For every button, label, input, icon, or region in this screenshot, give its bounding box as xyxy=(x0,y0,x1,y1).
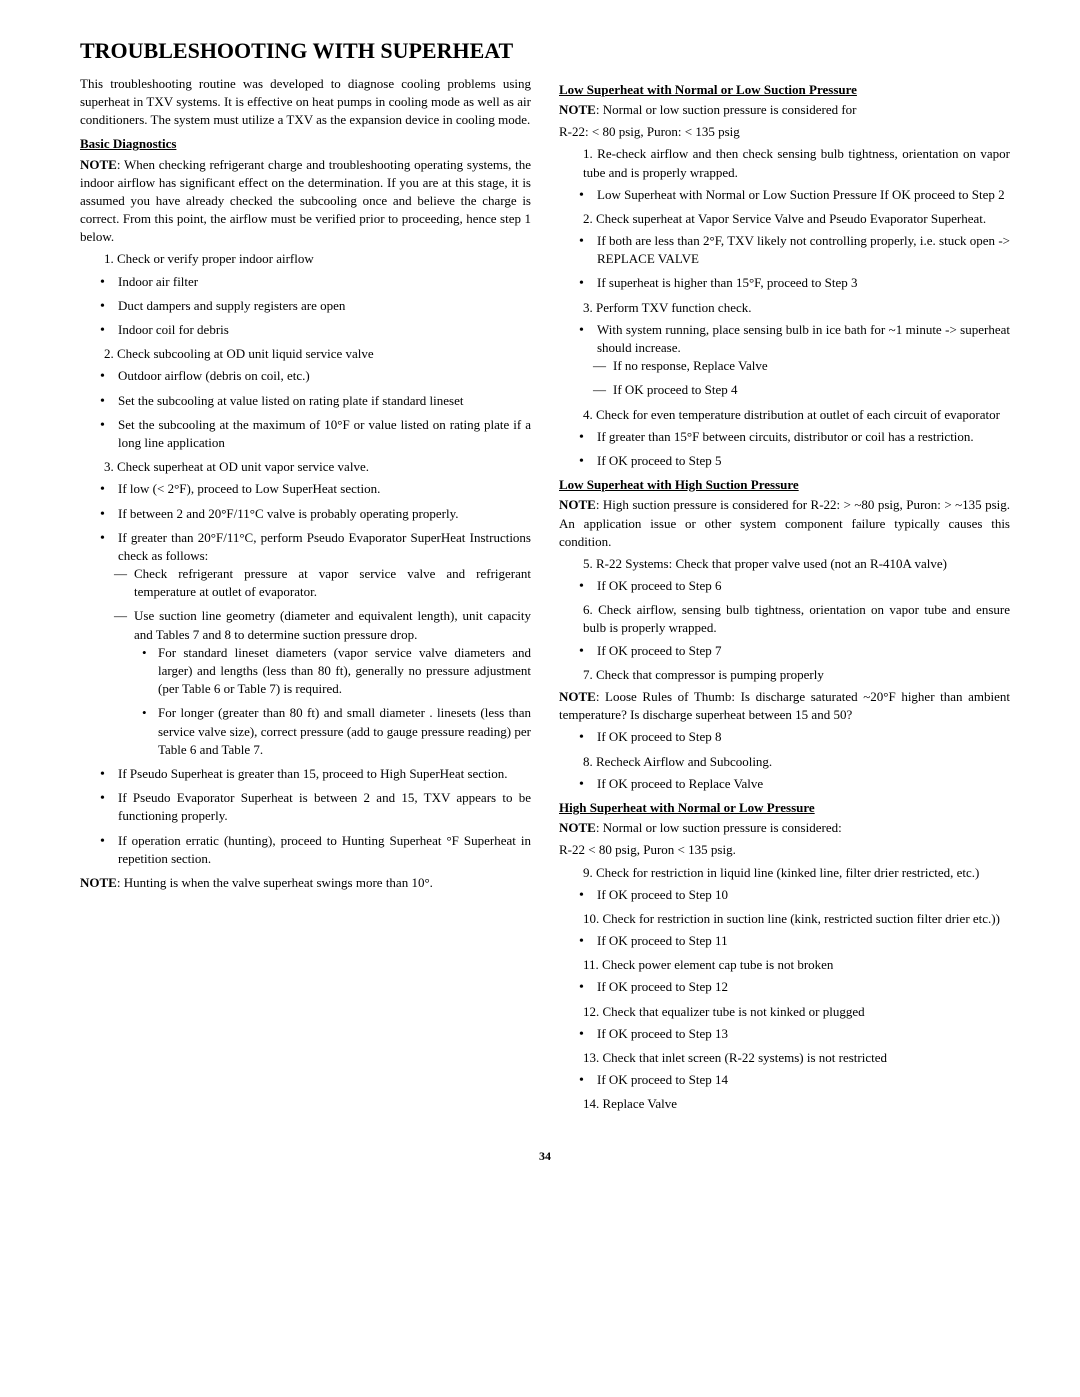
a2-bullet: If both are less than 2°F, TXV likely no… xyxy=(597,232,1010,268)
step-3-bullet: If Pseudo Evaporator Superheat is betwee… xyxy=(118,789,531,825)
basic-diagnostics-head: Basic Diagnostics xyxy=(80,135,531,153)
note-lead: NOTE xyxy=(559,820,596,835)
dash-item: Check refrigerant pressure at vapor serv… xyxy=(134,565,531,601)
a-step-3: 3. Perform TXV function check. xyxy=(583,299,1010,317)
a-step-4: 4. Check for even temperature distributi… xyxy=(583,406,1010,424)
d9-bullet: If OK proceed to Step 10 xyxy=(597,886,1010,904)
note-d2: R-22 < 80 psig, Puron < 135 psig. xyxy=(559,841,1010,859)
b-step-7: 7. Check that compressor is pumping prop… xyxy=(583,666,1010,684)
a2-bullet: If superheat is higher than 15°F, procee… xyxy=(597,274,1010,292)
sub-bullet: For longer (greater than 80 ft) and smal… xyxy=(158,704,531,759)
d-step-14: 14. Replace Valve xyxy=(583,1095,1010,1113)
d12-bullet: If OK proceed to Step 13 xyxy=(597,1025,1010,1043)
note-2: NOTE: Hunting is when the valve superhea… xyxy=(80,874,531,892)
note-body: : When checking refrigerant charge and t… xyxy=(80,157,531,245)
b-step-5: 5. R-22 Systems: Check that proper valve… xyxy=(583,555,1010,573)
right-column: Low Superheat with Normal or Low Suction… xyxy=(559,75,1010,1118)
note-lead: NOTE xyxy=(559,497,596,512)
note-body: : High suction pressure is considered fo… xyxy=(559,497,1010,548)
note-1: NOTE: When checking refrigerant charge a… xyxy=(80,156,531,247)
step-2: 2. Check subcooling at OD unit liquid se… xyxy=(104,345,531,363)
note-a2: R-22: < 80 psig, Puron: < 135 psig xyxy=(559,123,1010,141)
b-step-6: 6. Check airflow, sensing bulb tightness… xyxy=(583,601,1010,637)
step-1-bullet: Indoor coil for debris xyxy=(118,321,531,339)
a-step-1: 1. Re-check airflow and then check sensi… xyxy=(583,145,1010,181)
step-3-bullet: If low (< 2°F), proceed to Low SuperHeat… xyxy=(118,480,531,498)
note-lead: NOTE xyxy=(80,157,117,172)
a1-bullet: Low Superheat with Normal or Low Suction… xyxy=(597,186,1010,204)
a-step-2: 2. Check superheat at Vapor Service Valv… xyxy=(583,210,1010,228)
d13-bullet: If OK proceed to Step 14 xyxy=(597,1071,1010,1089)
step-1-bullet: Duct dampers and supply registers are op… xyxy=(118,297,531,315)
note-d: NOTE: Normal or low suction pressure is … xyxy=(559,819,1010,837)
intro-paragraph: This troubleshooting routine was develop… xyxy=(80,75,531,130)
two-column-layout: This troubleshooting routine was develop… xyxy=(80,75,1010,1118)
c-step-8: 8. Recheck Airflow and Subcooling. xyxy=(583,753,1010,771)
text: Use suction line geometry (diameter and … xyxy=(134,608,531,641)
note-body: : Hunting is when the valve superheat sw… xyxy=(117,875,433,890)
low-superheat-high-head: Low Superheat with High Suction Pressure xyxy=(559,476,1010,494)
b6-bullet: If OK proceed to Step 7 xyxy=(597,642,1010,660)
note-b: NOTE: High suction pressure is considere… xyxy=(559,496,1010,551)
dash-item: If OK proceed to Step 4 xyxy=(613,381,1010,399)
d10-bullet: If OK proceed to Step 11 xyxy=(597,932,1010,950)
note-a: NOTE: Normal or low suction pressure is … xyxy=(559,101,1010,119)
c8-bullet: If OK proceed to Replace Valve xyxy=(597,775,1010,793)
c7-bullet: If OK proceed to Step 8 xyxy=(597,728,1010,746)
high-superheat-head: High Superheat with Normal or Low Pressu… xyxy=(559,799,1010,817)
step-3: 3. Check superheat at OD unit vapor serv… xyxy=(104,458,531,476)
step-2-bullet: Set the subcooling at the maximum of 10°… xyxy=(118,416,531,452)
page-number: 34 xyxy=(80,1148,1010,1165)
step-3-bullet: If operation erratic (hunting), proceed … xyxy=(118,832,531,868)
step-3-bullet: If Pseudo Superheat is greater than 15, … xyxy=(118,765,531,783)
d-step-9: 9. Check for restriction in liquid line … xyxy=(583,864,1010,882)
a4-bullet: If OK proceed to Step 5 xyxy=(597,452,1010,470)
step-1-bullet: Indoor air filter xyxy=(118,273,531,291)
dash-item: If no response, Replace Valve xyxy=(613,357,1010,375)
note-body: : Normal or low suction pressure is cons… xyxy=(596,820,842,835)
left-column: This troubleshooting routine was develop… xyxy=(80,75,531,1118)
step-1: 1. Check or verify proper indoor airflow xyxy=(104,250,531,268)
d-step-10: 10. Check for restriction in suction lin… xyxy=(583,910,1010,928)
note-lead: NOTE xyxy=(559,689,596,704)
note-body: : Loose Rules of Thumb: Is discharge sat… xyxy=(559,689,1010,722)
note-body: : Normal or low suction pressure is cons… xyxy=(596,102,857,117)
b5-bullet: If OK proceed to Step 6 xyxy=(597,577,1010,595)
low-superheat-normal-low-head: Low Superheat with Normal or Low Suction… xyxy=(559,81,1010,99)
d-step-11: 11. Check power element cap tube is not … xyxy=(583,956,1010,974)
sub-bullet: For standard lineset diameters (vapor se… xyxy=(158,644,531,699)
a3-bullet: With system running, place sensing bulb … xyxy=(597,321,1010,400)
page-title: TROUBLESHOOTING WITH SUPERHEAT xyxy=(80,36,1010,67)
dash-item: Use suction line geometry (diameter and … xyxy=(134,607,531,759)
a4-bullet: If greater than 15°F between circuits, d… xyxy=(597,428,1010,446)
step-3-bullet: If greater than 20°F/11°C, perform Pseud… xyxy=(118,529,531,759)
step-3-bullet: If between 2 and 20°F/11°C valve is prob… xyxy=(118,505,531,523)
note-c: NOTE: Loose Rules of Thumb: Is discharge… xyxy=(559,688,1010,724)
d11-bullet: If OK proceed to Step 12 xyxy=(597,978,1010,996)
text: If greater than 20°F/11°C, perform Pseud… xyxy=(118,530,531,563)
step-2-bullet: Set the subcooling at value listed on ra… xyxy=(118,392,531,410)
d-step-13: 13. Check that inlet screen (R-22 system… xyxy=(583,1049,1010,1067)
step-2-bullet: Outdoor airflow (debris on coil, etc.) xyxy=(118,367,531,385)
note-lead: NOTE xyxy=(80,875,117,890)
note-lead: NOTE xyxy=(559,102,596,117)
d-step-12: 12. Check that equalizer tube is not kin… xyxy=(583,1003,1010,1021)
text: With system running, place sensing bulb … xyxy=(597,322,1010,355)
